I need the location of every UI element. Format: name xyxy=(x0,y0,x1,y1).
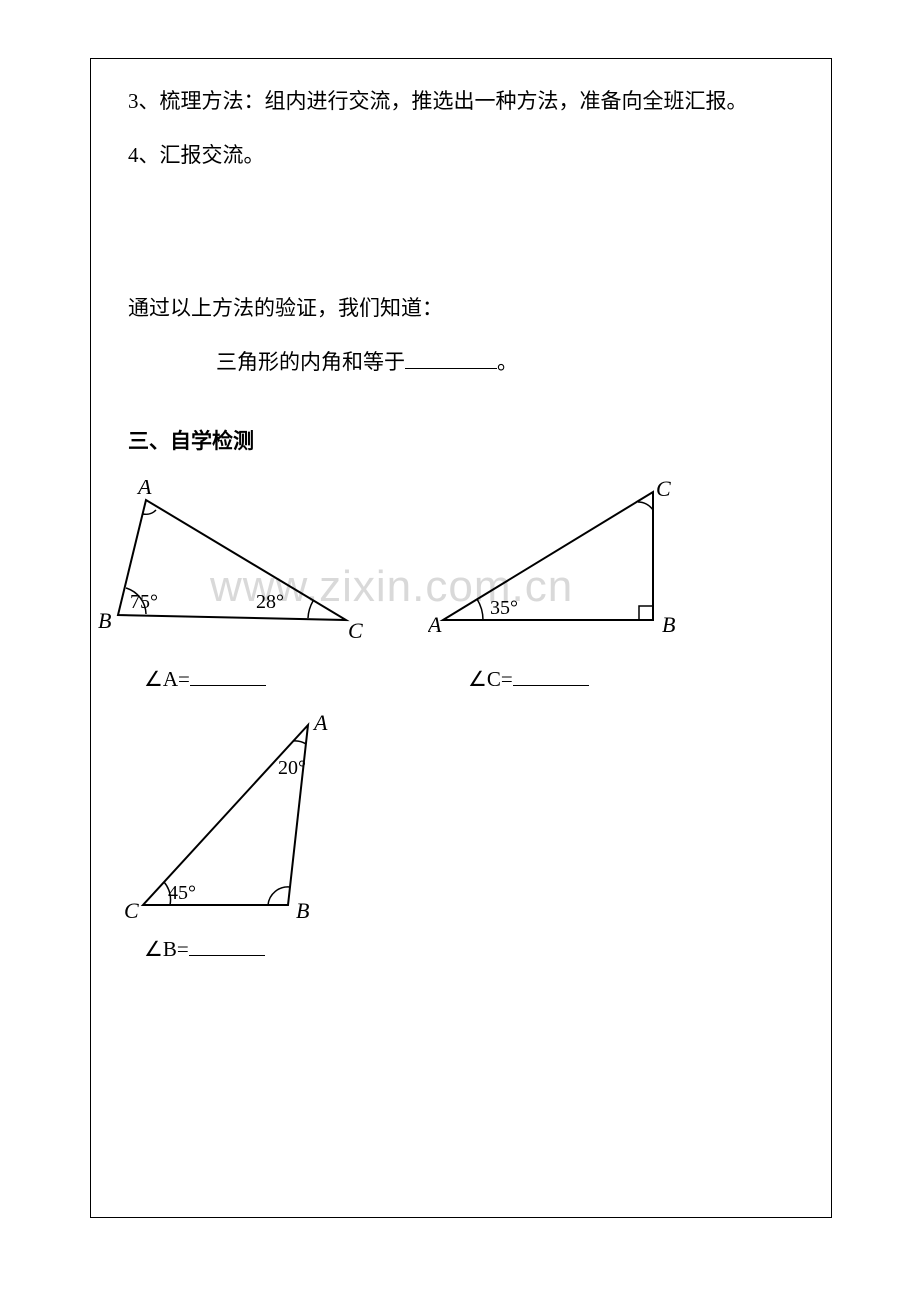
t3-label-B: B xyxy=(296,898,309,923)
document-content: 3、梳理方法：组内进行交流，推选出一种方法，准备向全班汇报。 4、汇报交流。 通… xyxy=(128,86,828,965)
t1-label-B: B xyxy=(98,608,111,633)
t3-label-A: A xyxy=(312,710,328,735)
t2-label-A: A xyxy=(428,612,442,637)
conclusion-suffix: 。 xyxy=(497,350,518,374)
answer-B-label: ∠B= xyxy=(144,937,189,961)
blank-A xyxy=(190,664,266,686)
t1-angle-B: 75° xyxy=(130,591,158,613)
t3-angle-C: 45° xyxy=(168,882,196,904)
t1-label-A: A xyxy=(136,480,152,499)
t1-angle-C: 28° xyxy=(256,591,284,613)
answer-B: ∠B= xyxy=(144,934,828,966)
answer-A: ∠A= xyxy=(144,664,266,696)
spacer xyxy=(128,193,828,293)
triangle-3-svg: A B C 20° 45° xyxy=(118,710,358,925)
blank-B xyxy=(189,934,265,956)
verification-intro: 通过以上方法的验证，我们知道： xyxy=(128,293,828,325)
triangle-3: A B C 20° 45° xyxy=(118,710,358,935)
t3-angle-A: 20° xyxy=(278,757,306,779)
blank-C xyxy=(513,664,589,686)
spacer xyxy=(128,400,828,426)
triangle-2: A B C 35° xyxy=(428,480,688,660)
figures-row-2: A B C 20° 45° xyxy=(128,710,828,930)
answer-A-label: ∠A= xyxy=(144,667,190,691)
conclusion-prefix: 三角形的内角和等于 xyxy=(216,350,405,374)
item-4: 4、汇报交流。 xyxy=(128,140,828,172)
t2-angle-A: 35° xyxy=(490,597,518,619)
answers-row-1: ∠A= ∠C= xyxy=(128,664,828,704)
triangle-2-svg: A B C 35° xyxy=(428,480,688,650)
figures-row-1: A B C 75° 28° A xyxy=(128,480,828,660)
t3-label-C: C xyxy=(124,898,139,923)
triangle-1: A B C 75° 28° xyxy=(98,480,388,660)
item-3: 3、梳理方法：组内进行交流，推选出一种方法，准备向全班汇报。 xyxy=(128,86,828,118)
answer-C-label: ∠C= xyxy=(468,667,513,691)
conclusion-line: 三角形的内角和等于 。 xyxy=(216,347,828,379)
answer-C: ∠C= xyxy=(468,664,589,696)
t1-label-C: C xyxy=(348,618,363,643)
t2-label-C: C xyxy=(656,480,671,501)
t2-label-B: B xyxy=(662,612,675,637)
section-3-title: 三、自学检测 xyxy=(128,426,828,458)
triangle-1-svg: A B C 75° 28° xyxy=(98,480,388,650)
blank-conclusion xyxy=(405,347,497,369)
page: www.zixin.com.cn 3、梳理方法：组内进行交流，推选出一种方法，准… xyxy=(0,0,920,1302)
